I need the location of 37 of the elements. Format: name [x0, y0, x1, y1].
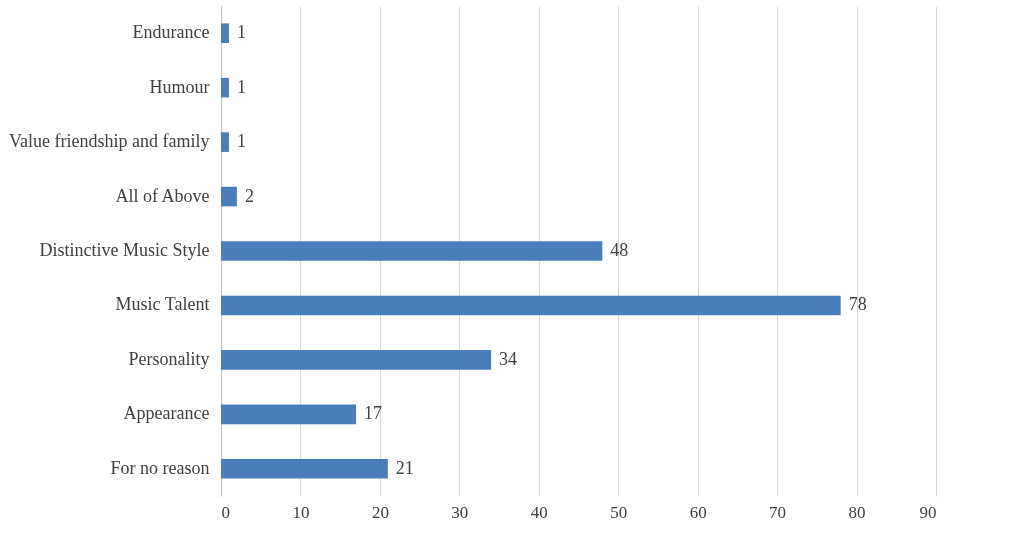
x-tick-label: 40: [530, 502, 548, 522]
bar: [221, 295, 841, 316]
data-label: 1: [236, 131, 246, 152]
bar: [221, 458, 388, 479]
data-label: 2: [244, 185, 254, 206]
data-label: 17: [364, 403, 383, 424]
x-tick-label: 0: [221, 502, 230, 522]
y-tick-label: For no reason: [110, 457, 210, 478]
data-label: 1: [236, 22, 246, 43]
x-tick-label: 50: [610, 502, 628, 522]
bar: [221, 186, 237, 207]
y-tick-label: Appearance: [123, 403, 210, 424]
data-label: 21: [395, 457, 414, 478]
data-label: 78: [848, 294, 867, 315]
y-tick-label: Personality: [128, 348, 210, 369]
x-tick-label: 30: [451, 502, 469, 522]
bar: [221, 241, 603, 261]
x-tick-label: 20: [371, 502, 389, 522]
y-tick-label: Humour: [149, 76, 210, 97]
data-label: 48: [610, 240, 629, 260]
x-tick-label: 60: [689, 502, 707, 522]
y-tick-label: All of Above: [115, 185, 210, 206]
x-tick-label: 80: [848, 502, 866, 522]
y-tick-label: Distinctive Music Style: [39, 240, 210, 260]
y-tick-label: Value friendship and family: [9, 131, 210, 152]
bar: [221, 23, 229, 44]
x-tick-label: 90: [919, 502, 937, 522]
bar: [221, 132, 229, 152]
data-label: 34: [499, 348, 518, 369]
bar: [221, 77, 229, 98]
bar: [221, 404, 357, 425]
bar: [221, 350, 492, 370]
y-tick-label: Endurance: [132, 22, 210, 43]
y-tick-label: Music Talent: [115, 294, 210, 315]
x-tick-label: 10: [292, 502, 310, 522]
x-tick-label: 70: [769, 502, 787, 522]
data-label: 1: [236, 76, 246, 97]
